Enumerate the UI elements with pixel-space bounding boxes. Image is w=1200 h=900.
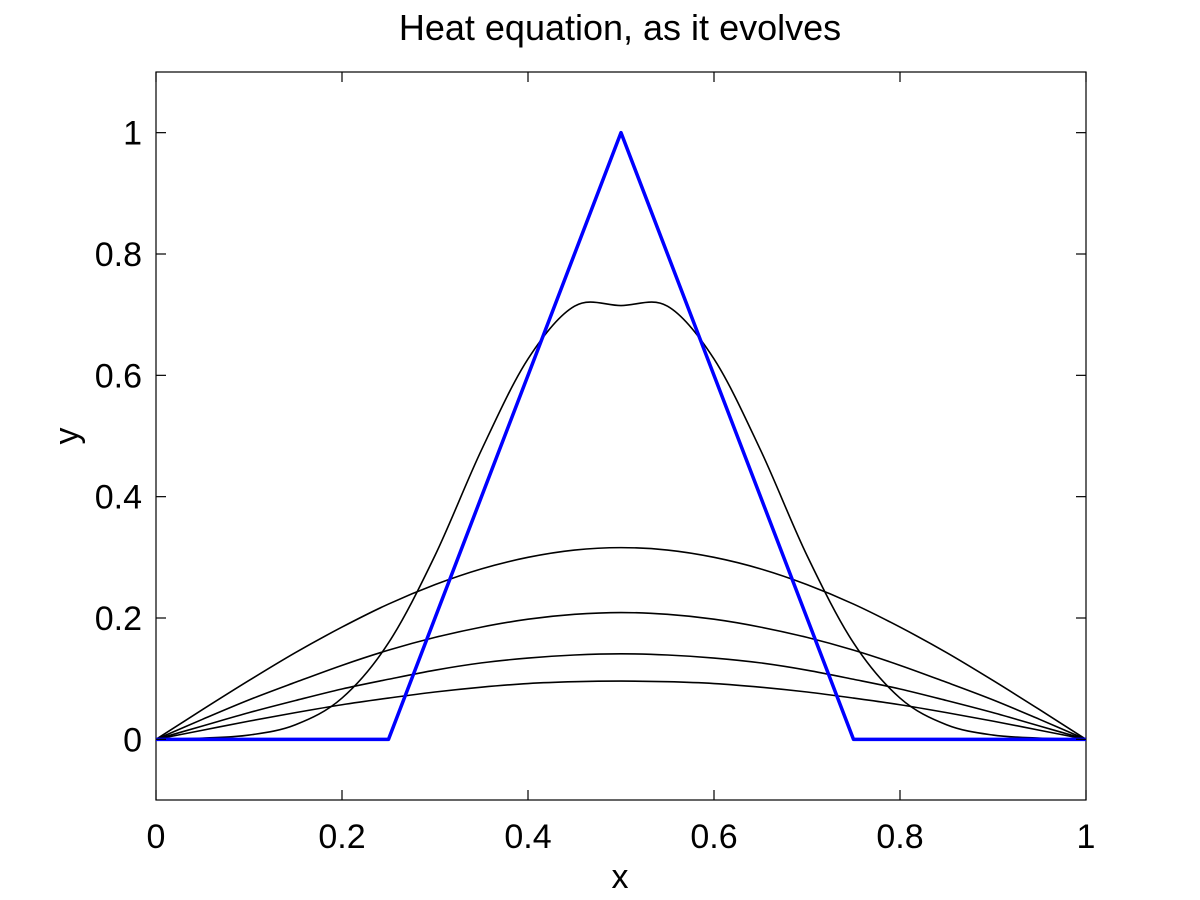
curves-group [155, 130, 1087, 742]
x-tick-label: 0.4 [504, 818, 551, 856]
y-tick-label: 0.6 [95, 357, 142, 395]
y-tick-label: 1 [123, 115, 142, 153]
ticks-group: 0 0.2 0.4 0.6 0.8 1 0 0.2 0.4 0.6 0.8 1 [95, 72, 1096, 856]
initial-condition-line [156, 130, 1086, 742]
y-tick-label: 0 [123, 721, 142, 759]
y-tick-label: 0.2 [95, 600, 142, 638]
x-axis-title: x [612, 858, 629, 896]
evolved-curve-line [155, 680, 1087, 741]
x-tick-label: 0.8 [876, 818, 923, 856]
evolved-curve-line [155, 652, 1087, 741]
evolved-curve-line [155, 546, 1087, 741]
x-tick-label: 0 [147, 818, 166, 856]
evolved-curve-line [155, 301, 1087, 741]
chart-title: Heat equation, as it evolves [399, 7, 841, 48]
x-tick-label: 0.2 [318, 818, 365, 856]
y-tick-label: 0.4 [95, 479, 142, 517]
y-axis-title: y [48, 428, 86, 445]
y-tick-label: 0.8 [95, 236, 142, 274]
x-tick-label: 0.6 [690, 818, 737, 856]
x-tick-label: 1 [1077, 818, 1096, 856]
evolved-curve-line [155, 611, 1087, 741]
plot-frame [155, 71, 1087, 801]
